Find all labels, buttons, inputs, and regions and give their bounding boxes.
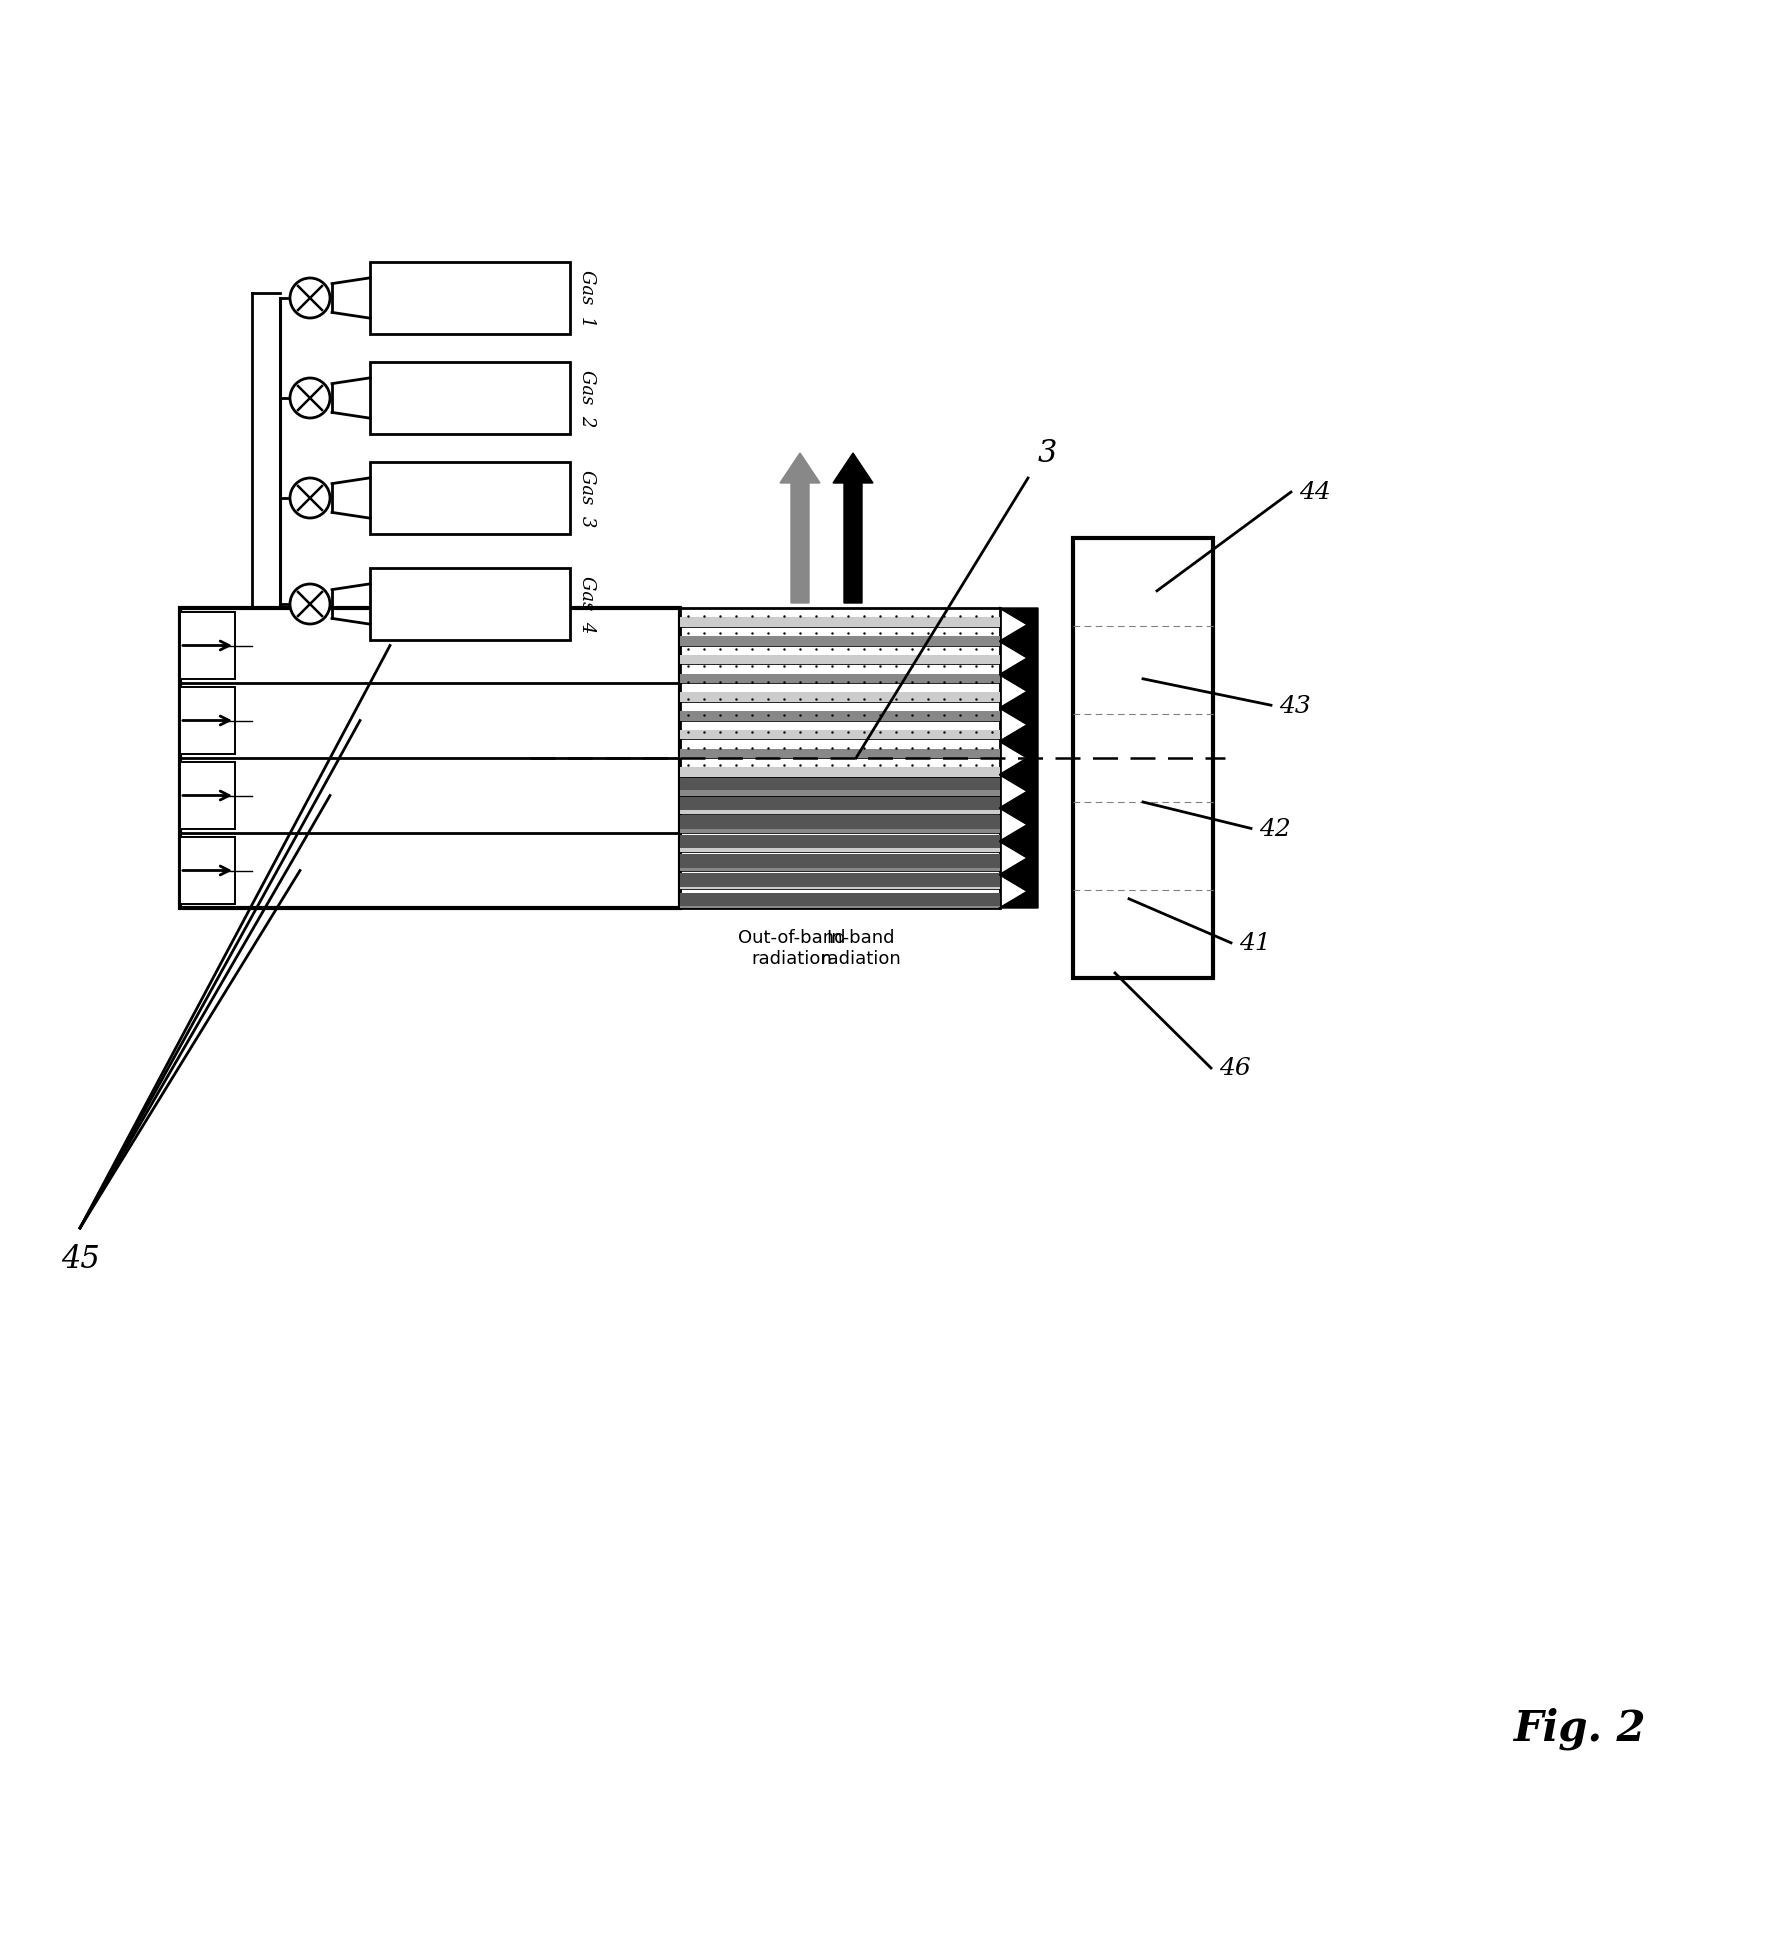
Bar: [681, 855, 1001, 869]
Bar: [681, 693, 1001, 703]
Bar: [681, 777, 1001, 791]
Circle shape: [290, 378, 331, 419]
Bar: [681, 787, 1001, 797]
Text: Gas  3: Gas 3: [578, 469, 596, 528]
Circle shape: [290, 584, 331, 625]
Bar: [681, 711, 1001, 721]
Text: Gas  1: Gas 1: [578, 271, 596, 327]
Text: 43: 43: [1278, 693, 1310, 717]
Bar: [1073, 540, 1213, 978]
Bar: [681, 816, 1001, 830]
Bar: [681, 730, 1001, 740]
Bar: [681, 637, 1001, 647]
Bar: [681, 861, 1001, 871]
Bar: [180, 608, 681, 908]
Bar: [681, 880, 1001, 890]
Text: Fig. 2: Fig. 2: [1513, 1706, 1646, 1749]
Bar: [370, 362, 569, 434]
Bar: [681, 656, 1001, 664]
Bar: [681, 824, 1001, 834]
Bar: [180, 762, 235, 830]
Text: Gas  2: Gas 2: [578, 370, 596, 427]
Bar: [681, 750, 1001, 758]
Bar: [180, 614, 235, 680]
FancyArrow shape: [833, 454, 873, 604]
Bar: [681, 892, 1001, 906]
Bar: [681, 836, 1001, 849]
Circle shape: [290, 279, 331, 319]
Bar: [681, 805, 1001, 814]
Bar: [180, 608, 223, 908]
Text: In-band
radiation: In-band radiation: [820, 929, 902, 968]
Text: 41: 41: [1239, 931, 1271, 955]
Text: 45: 45: [60, 1243, 99, 1274]
Bar: [681, 900, 1001, 908]
Text: 3: 3: [1038, 438, 1057, 469]
Bar: [681, 608, 1001, 908]
Bar: [681, 674, 1001, 684]
Circle shape: [290, 479, 331, 518]
Bar: [180, 688, 235, 754]
Bar: [370, 569, 569, 641]
FancyArrow shape: [780, 454, 820, 604]
Bar: [681, 797, 1001, 810]
Bar: [370, 263, 569, 335]
Bar: [180, 838, 235, 904]
Bar: [681, 618, 1001, 627]
Polygon shape: [1001, 608, 1038, 908]
Text: Out-of-band
radiation: Out-of-band radiation: [739, 929, 845, 968]
Bar: [681, 768, 1001, 777]
Text: 42: 42: [1259, 818, 1291, 840]
Text: 46: 46: [1218, 1058, 1250, 1079]
Text: 44: 44: [1299, 481, 1331, 505]
Bar: [370, 464, 569, 534]
Bar: [681, 843, 1001, 853]
Bar: [681, 875, 1001, 888]
Text: Gas  4: Gas 4: [578, 577, 596, 633]
